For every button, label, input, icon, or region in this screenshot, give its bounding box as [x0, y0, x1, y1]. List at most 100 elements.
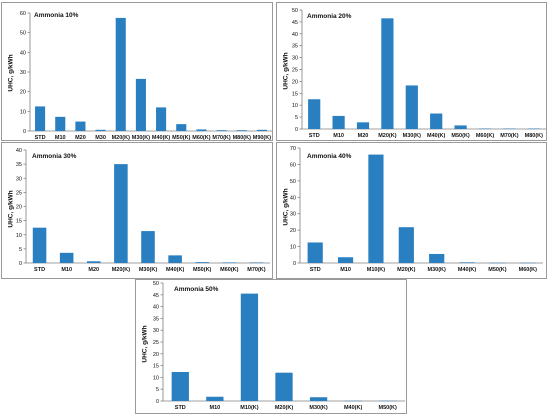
- x-tick-label: M40(K): [152, 135, 171, 141]
- bar: [454, 125, 467, 129]
- x-tick-label: M30(K): [403, 133, 422, 139]
- x-tick-label: M40(K): [344, 405, 363, 411]
- y-tick-label: 40: [290, 195, 296, 201]
- bar: [55, 116, 66, 131]
- x-tick-label: M10: [340, 267, 351, 273]
- bar: [75, 121, 86, 131]
- bar: [332, 115, 345, 129]
- y-tick-label: 0: [156, 399, 159, 405]
- bar: [430, 113, 443, 129]
- bar: [87, 261, 101, 263]
- x-tick-label: M50(K): [488, 267, 507, 273]
- x-tick-label: M30(K): [139, 267, 158, 273]
- x-tick-label: STD: [310, 267, 321, 273]
- chart-plot: 0 5 10 15 20 25 30 35 40 45 50 STD M10 M10(K) M20(K) M3…: [153, 281, 405, 411]
- chart-plot: 0 5 10 15 20 25 30 35 40 STD M10 M20 M20(K) M30(K) M40…: [16, 148, 270, 273]
- y-tick-label: 20: [292, 79, 298, 85]
- y-tick-label: 25: [16, 190, 22, 196]
- y-tick-label: 5: [156, 387, 159, 393]
- y-tick-label: 25: [292, 68, 298, 74]
- y-tick-label: 40: [20, 50, 26, 56]
- bar: [35, 106, 46, 131]
- y-tick-label: 10: [16, 233, 22, 239]
- y-tick-label: 40: [153, 305, 159, 311]
- y-tick-label: 15: [153, 364, 159, 370]
- y-tick-label: 15: [292, 91, 298, 97]
- x-tick-label: M10(K): [240, 405, 259, 411]
- chart-plot: 0 5 10 15 20 25 30 35 40 45 50 STD M10 M20 M20(K) M30(K…: [292, 8, 546, 139]
- bar: [307, 242, 323, 263]
- x-tick-label: M60(K): [476, 133, 495, 139]
- bar: [141, 231, 155, 263]
- x-tick-label: STD: [34, 267, 45, 273]
- x-tick-label: M10: [333, 133, 344, 139]
- x-tick-label: M50(K): [379, 405, 398, 411]
- bar: [195, 262, 209, 263]
- x-tick-label: M30(K): [132, 135, 151, 141]
- bar: [398, 227, 414, 263]
- chart-title: Ammonia 20%: [307, 13, 352, 20]
- x-tick-label: M20(K): [378, 133, 397, 139]
- y-tick-label: 25: [153, 340, 159, 346]
- bar: [171, 371, 189, 401]
- x-tick-label: M50(K): [451, 133, 470, 139]
- x-tick-label: M70(K): [500, 133, 519, 139]
- x-tick-label: M20: [88, 267, 99, 273]
- y-tick-label: 20: [16, 205, 22, 211]
- x-tick-label: M80(K): [525, 133, 544, 139]
- bar: [256, 129, 267, 131]
- bar: [168, 255, 182, 263]
- chart-title: Ammonia 40%: [307, 153, 352, 160]
- chart-title: Ammonia 50%: [174, 286, 219, 293]
- x-tick-label: M10: [210, 405, 221, 411]
- y-tick-label: 0: [295, 127, 298, 133]
- bar: [337, 257, 354, 263]
- bar: [356, 122, 370, 129]
- y-tick-label: 50: [292, 8, 298, 14]
- y-tick-label: 10: [153, 375, 159, 381]
- y-tick-label: 0: [23, 129, 26, 135]
- x-tick-label: M20(K): [275, 405, 294, 411]
- chart-plot: 0 10 20 30 40 50 60 STD M10 M20 M30 M20(K) M30(K) M40…: [20, 11, 272, 141]
- x-tick-label: STD: [35, 135, 46, 141]
- y-tick-label: 50: [153, 281, 159, 287]
- x-tick-label: M20(K): [112, 135, 131, 141]
- y-tick-label: 60: [20, 11, 26, 17]
- x-tick-label: M20: [358, 133, 369, 139]
- y-tick-label: 45: [153, 293, 159, 299]
- chart-title: Ammonia 30%: [32, 153, 77, 160]
- chart-panel-ammonia-50: Ammonia 50% UHC, g/kWh 0 5 10 15 20 25 30 35 40 4…: [135, 279, 407, 414]
- y-tick-label: 30: [290, 212, 296, 218]
- y-tick-label: 35: [16, 162, 22, 168]
- y-tick-label: 5: [295, 115, 298, 121]
- bar: [429, 253, 445, 263]
- y-tick-label: 30: [292, 56, 298, 62]
- y-tick-label: 15: [16, 219, 22, 225]
- y-tick-label: 0: [293, 261, 296, 267]
- y-tick-label: 0: [19, 261, 22, 267]
- x-tick-label: M60(K): [519, 267, 538, 273]
- bar: [249, 262, 264, 263]
- bar: [240, 293, 259, 401]
- y-tick-label: 10: [20, 109, 26, 115]
- y-tick-label: 60: [290, 162, 296, 168]
- x-tick-label: M20(K): [397, 267, 416, 273]
- x-tick-label: M20: [75, 135, 86, 141]
- x-tick-label: M20(K): [112, 267, 131, 273]
- bar: [115, 17, 126, 131]
- y-tick-label: 45: [292, 20, 298, 26]
- chart-panel-ammonia-30: Ammonia 30% UHC, g/kWh 0 5 10 15 20 25 30 35 40 S…: [1, 142, 273, 279]
- bar: [32, 227, 47, 263]
- x-tick-label: M40(K): [166, 267, 185, 273]
- chart-panel-ammonia-40: Ammonia 40% UHC, g/kWh 0 10 20 30 40 50 60 70 ST…: [276, 142, 547, 279]
- x-tick-label: M70(K): [212, 135, 231, 141]
- y-tick-label: 20: [153, 352, 159, 358]
- y-tick-label: 50: [290, 179, 296, 185]
- y-tick-label: 35: [153, 316, 159, 322]
- y-tick-label: 30: [16, 176, 22, 182]
- x-tick-label: M70(K): [247, 267, 266, 273]
- x-tick-label: M10(K): [367, 267, 386, 273]
- x-tick-label: M40(K): [458, 267, 477, 273]
- bar: [368, 154, 384, 263]
- x-tick-label: M90(K): [253, 135, 272, 141]
